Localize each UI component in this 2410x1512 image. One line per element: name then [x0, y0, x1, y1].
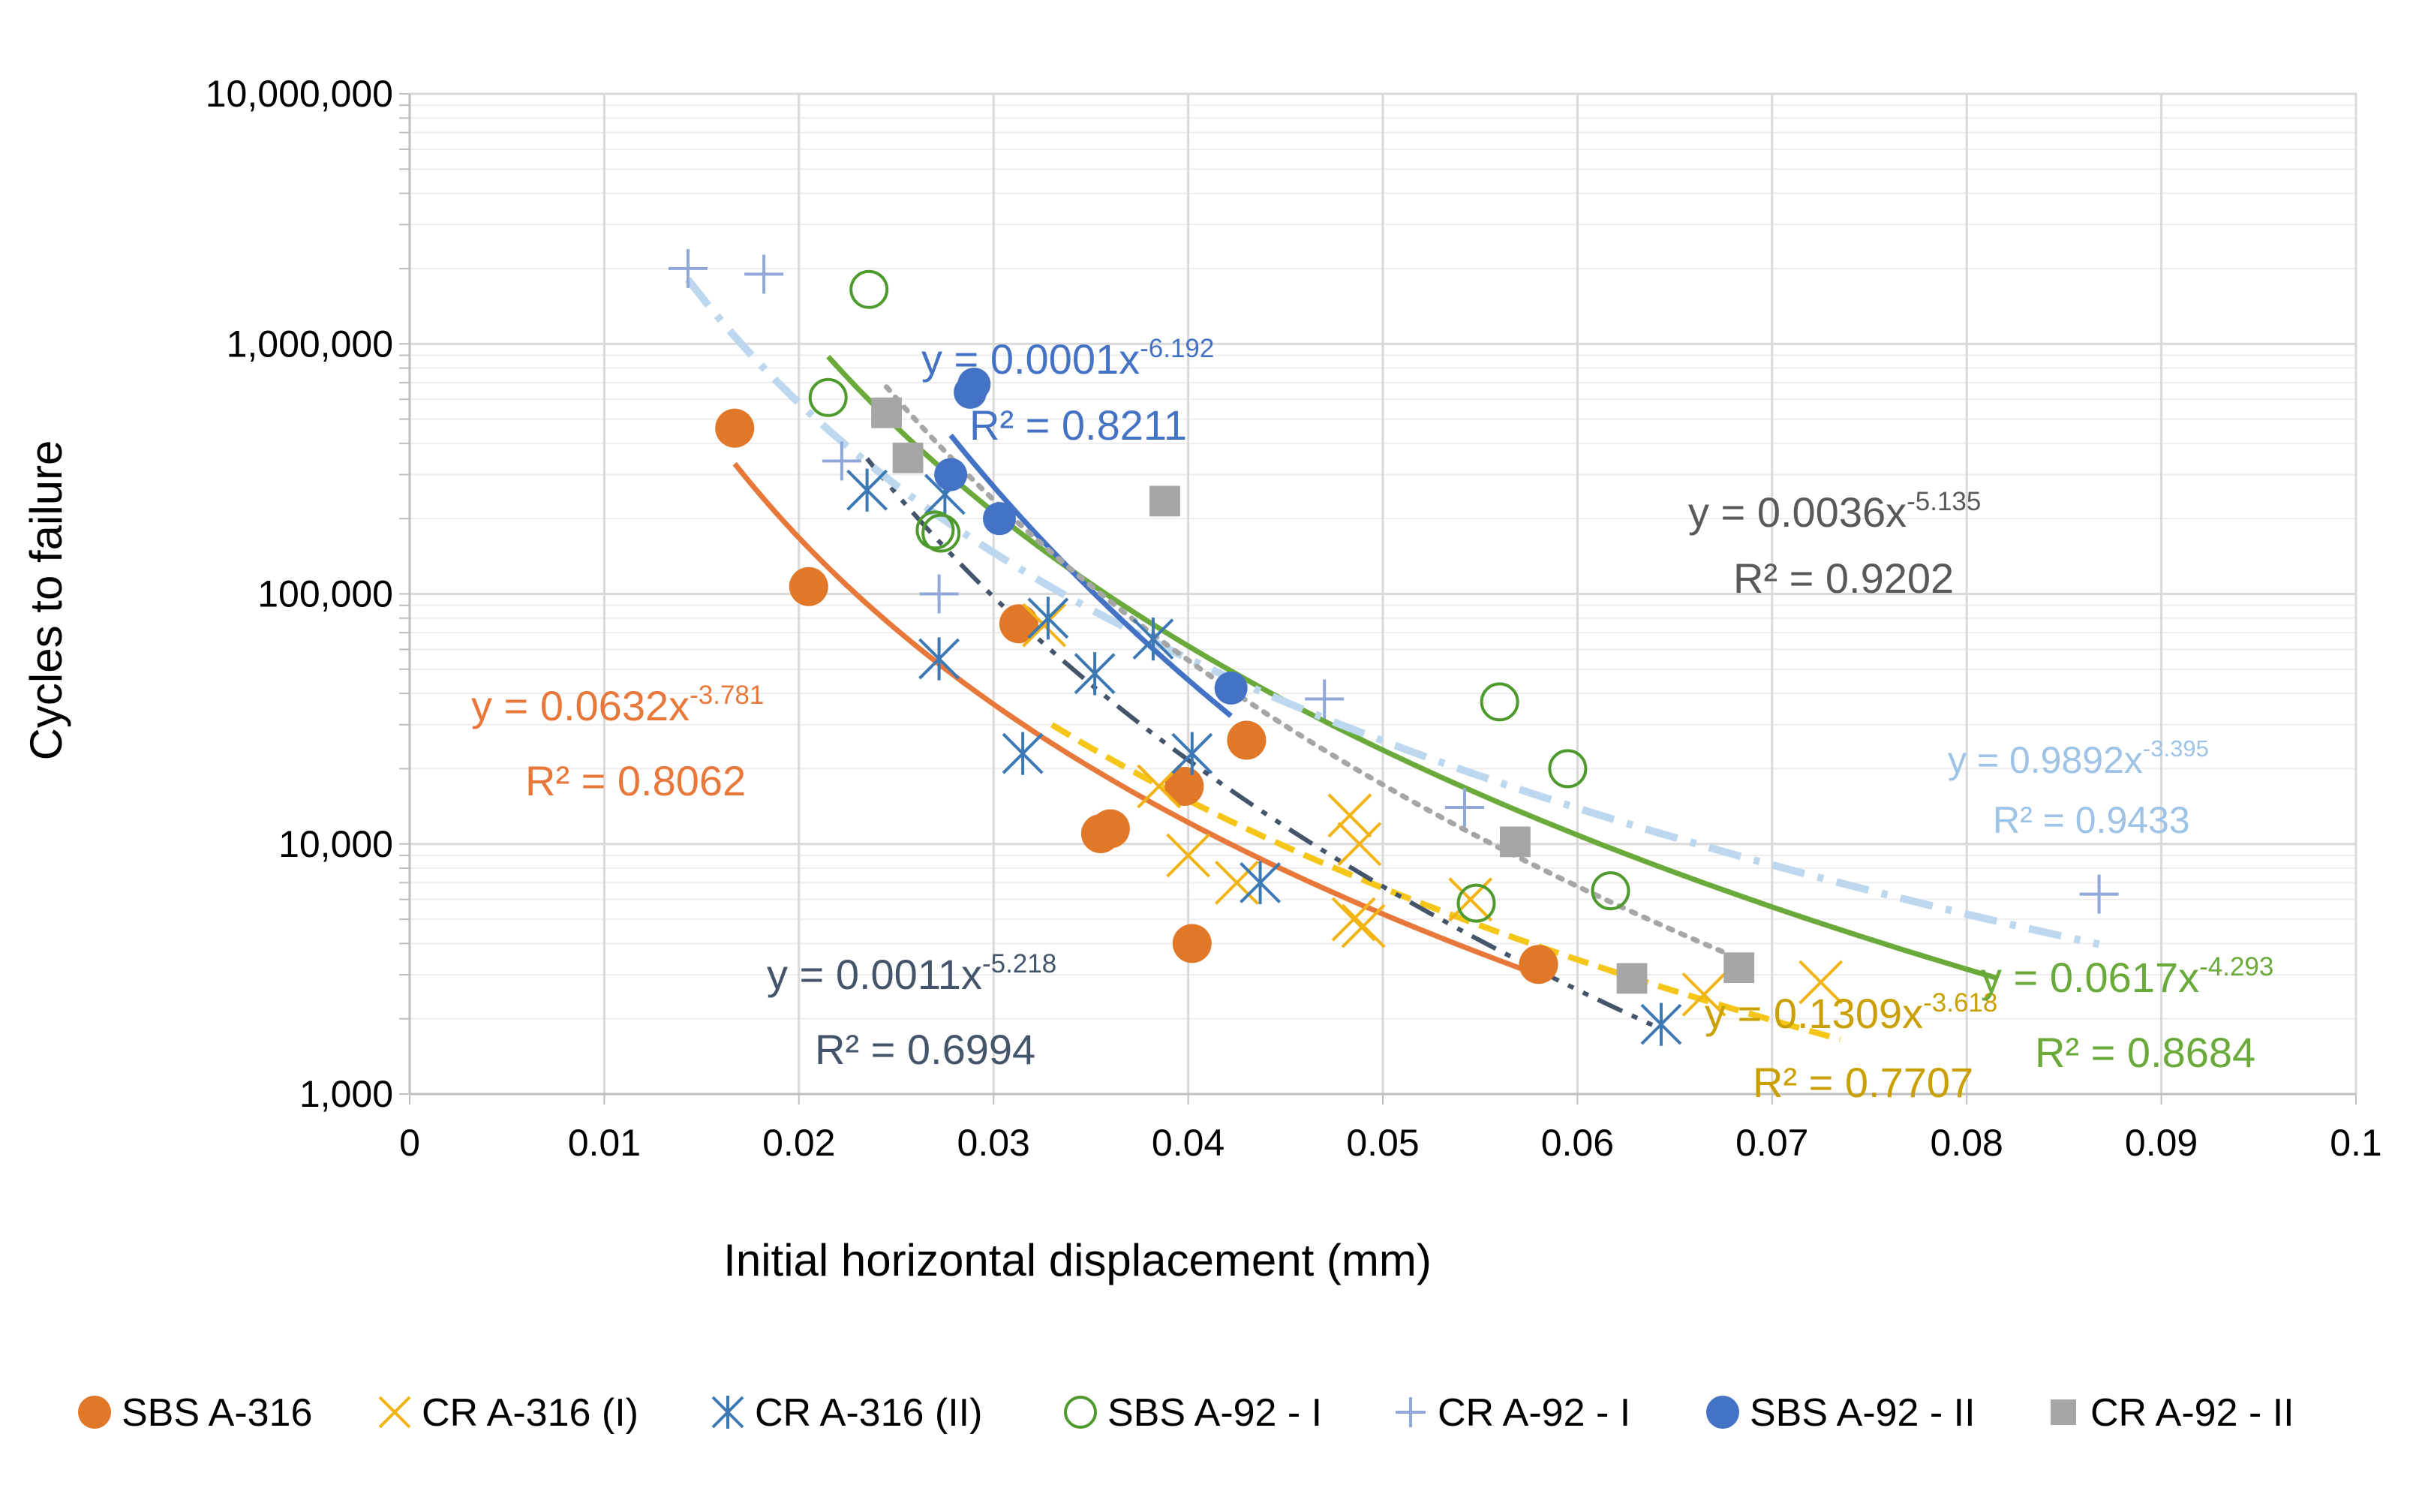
- y-tick-label: 100,000: [257, 573, 393, 615]
- x-tick-label: 0.09: [2125, 1122, 2198, 1164]
- x-tick-label: 0.01: [568, 1122, 641, 1164]
- legend-label-5: SBS A-92 - II: [1750, 1391, 1976, 1435]
- marker-series-0-point-1: [789, 567, 828, 606]
- trendline-r2-6: R² = 0.9202: [1733, 555, 1954, 602]
- marker-series-0-point-8: [1519, 945, 1558, 984]
- x-tick-label: 0: [399, 1122, 420, 1164]
- legend-label-2: CR A-316 (II): [755, 1391, 982, 1435]
- marker-series-5-point-4: [1215, 672, 1248, 705]
- trendline-r2-4: R² = 0.9433: [1993, 799, 2190, 841]
- chart: 0 0.01 0.02 0.03 0.04 0.05 0.06 0.07 0.08 0.09 0.1…: [0, 0, 2410, 1512]
- trendline-r2-5: R² = 0.8211: [969, 401, 1187, 449]
- trendline-r2-0: R² = 0.8062: [525, 757, 746, 804]
- trendline-r2-3: R² = 0.8684: [2035, 1029, 2255, 1076]
- marker-series-6-point-3: [1500, 826, 1531, 857]
- x-tick-label: 0.02: [762, 1122, 835, 1164]
- legend-marker-6: [2051, 1399, 2076, 1425]
- x-tick-label: 0.07: [1735, 1122, 1808, 1164]
- y-axis-title: Cycles to failure: [21, 440, 71, 761]
- marker-series-0-point-4: [1091, 810, 1130, 849]
- marker-series-6-point-4: [1617, 963, 1648, 994]
- x-tick-label: 0.08: [1931, 1122, 2003, 1164]
- marker-series-0-point-6: [1173, 924, 1212, 963]
- legend-label-3: SBS A-92 - I: [1107, 1391, 1322, 1435]
- y-tick-label: 1,000: [299, 1073, 393, 1115]
- legend-label-0: SBS A-316: [122, 1391, 312, 1435]
- x-tick-label: 0.05: [1346, 1122, 1419, 1164]
- legend-marker-5: [1706, 1396, 1739, 1429]
- marker-series-6-point-1: [893, 443, 924, 473]
- marker-series-5-point-0: [934, 458, 967, 491]
- marker-series-5-point-3: [983, 502, 1016, 535]
- marker-series-6-point-0: [871, 398, 902, 428]
- marker-series-0-point-0: [715, 409, 754, 448]
- marker-series-6-point-5: [1723, 952, 1754, 983]
- legend-label-6: CR A-92 - II: [2090, 1391, 2294, 1435]
- legend-marker-0: [78, 1396, 111, 1429]
- marker-series-6-point-2: [1149, 485, 1180, 516]
- y-tick-label: 10,000: [278, 823, 393, 865]
- trendline-r2-2: R² = 0.6994: [815, 1026, 1035, 1073]
- x-axis-title: Initial horizontal displacement (mm): [723, 1235, 1432, 1285]
- x-tick-label: 0.03: [957, 1122, 1030, 1164]
- x-tick-label: 0.04: [1152, 1122, 1225, 1164]
- marker-series-0-point-7: [1227, 720, 1266, 759]
- y-tick-label: 1,000,000: [227, 323, 393, 365]
- y-tick-label: 10,000,000: [206, 73, 393, 115]
- legend-label-1: CR A-316 (I): [422, 1391, 639, 1435]
- x-tick-label: 0.06: [1541, 1122, 1614, 1164]
- x-tick-label: 0.1: [2330, 1122, 2382, 1164]
- trendline-r2-1: R² = 0.7707: [1753, 1059, 1973, 1106]
- legend-label-4: CR A-92 - I: [1438, 1391, 1630, 1435]
